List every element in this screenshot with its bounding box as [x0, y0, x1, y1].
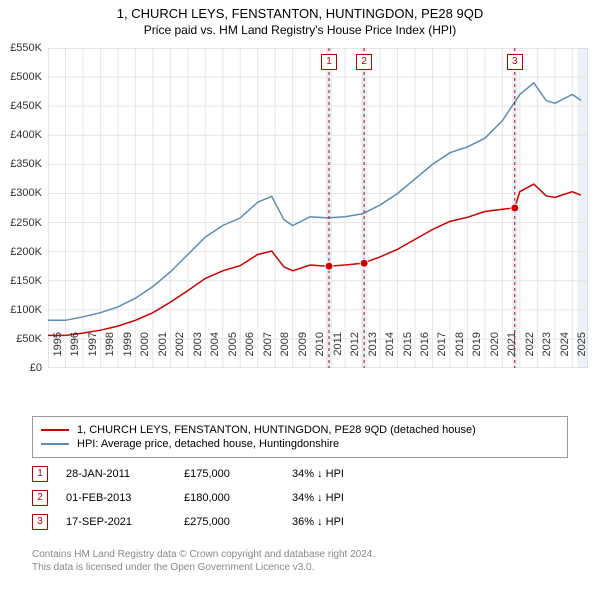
y-tick-label: £0	[30, 362, 42, 374]
legend-swatch	[41, 443, 69, 445]
y-tick-label: £200K	[10, 246, 42, 258]
event-marker-box: 3	[507, 54, 523, 70]
x-tick-label: 2014	[384, 332, 396, 372]
y-tick-label: £500K	[10, 71, 42, 83]
y-tick-label: £550K	[10, 42, 42, 54]
event-price: £180,000	[184, 492, 274, 504]
x-tick-label: 2021	[506, 332, 518, 372]
event-delta: 34% ↓ HPI	[292, 492, 392, 504]
y-tick-label: £350K	[10, 158, 42, 170]
footer-line: This data is licensed under the Open Gov…	[32, 561, 568, 574]
legend-item: 1, CHURCH LEYS, FENSTANTON, HUNTINGDON, …	[41, 423, 559, 437]
x-tick-label: 2017	[436, 332, 448, 372]
y-tick-label: £250K	[10, 217, 42, 229]
x-tick-label: 2003	[192, 332, 204, 372]
x-tick-label: 2016	[419, 332, 431, 372]
legend-swatch	[41, 429, 69, 431]
event-price: £275,000	[184, 516, 274, 528]
x-tick-label: 2024	[559, 332, 571, 372]
event-date: 28-JAN-2011	[66, 468, 166, 480]
x-tick-label: 2015	[402, 332, 414, 372]
footer-line: Contains HM Land Registry data © Crown c…	[32, 548, 568, 561]
y-tick-label: £50K	[16, 333, 42, 345]
y-tick-label: £450K	[10, 100, 42, 112]
x-tick-label: 1999	[122, 332, 134, 372]
x-tick-label: 2012	[349, 332, 361, 372]
x-tick-label: 2009	[297, 332, 309, 372]
y-tick-label: £150K	[10, 275, 42, 287]
legend-label: 1, CHURCH LEYS, FENSTANTON, HUNTINGDON, …	[77, 424, 476, 436]
legend-item: HPI: Average price, detached house, Hunt…	[41, 437, 559, 451]
page-subtitle: Price paid vs. HM Land Registry's House …	[0, 21, 600, 41]
y-tick-label: £300K	[10, 187, 42, 199]
event-marker-box: 2	[32, 490, 48, 506]
x-tick-label: 2011	[332, 332, 344, 372]
chart-container: £0£50K£100K£150K£200K£250K£300K£350K£400…	[48, 48, 588, 388]
x-tick-label: 2000	[139, 332, 151, 372]
footer-attribution: Contains HM Land Registry data © Crown c…	[32, 548, 568, 574]
x-tick-label: 2002	[174, 332, 186, 372]
y-tick-label: £100K	[10, 304, 42, 316]
x-tick-label: 2013	[367, 332, 379, 372]
x-tick-label: 2008	[279, 332, 291, 372]
x-tick-label: 2007	[262, 332, 274, 372]
event-marker-box: 1	[321, 54, 337, 70]
event-row: 1 28-JAN-2011 £175,000 34% ↓ HPI	[32, 462, 568, 486]
x-tick-label: 2023	[541, 332, 553, 372]
x-tick-label: 1997	[87, 332, 99, 372]
event-row: 3 17-SEP-2021 £275,000 36% ↓ HPI	[32, 510, 568, 534]
x-tick-label: 1996	[69, 332, 81, 372]
x-tick-label: 2001	[157, 332, 169, 372]
x-tick-label: 1995	[52, 332, 64, 372]
event-delta: 36% ↓ HPI	[292, 516, 392, 528]
events-table: 1 28-JAN-2011 £175,000 34% ↓ HPI 2 01-FEB-201…	[32, 462, 568, 534]
x-tick-label: 2005	[227, 332, 239, 372]
x-tick-label: 2025	[576, 332, 588, 372]
x-tick-label: 2018	[454, 332, 466, 372]
y-tick-label: £400K	[10, 129, 42, 141]
event-delta: 34% ↓ HPI	[292, 468, 392, 480]
event-price: £175,000	[184, 468, 274, 480]
page-title: 1, CHURCH LEYS, FENSTANTON, HUNTINGDON, …	[0, 0, 600, 21]
legend: 1, CHURCH LEYS, FENSTANTON, HUNTINGDON, …	[32, 416, 568, 458]
line-chart	[48, 48, 588, 368]
event-date: 01-FEB-2013	[66, 492, 166, 504]
x-tick-label: 2019	[471, 332, 483, 372]
event-date: 17-SEP-2021	[66, 516, 166, 528]
event-marker-box: 2	[356, 54, 372, 70]
x-tick-label: 2006	[244, 332, 256, 372]
x-tick-label: 2004	[209, 332, 221, 372]
x-tick-label: 2010	[314, 332, 326, 372]
event-marker-box: 1	[32, 466, 48, 482]
x-tick-label: 2020	[489, 332, 501, 372]
x-tick-label: 2022	[524, 332, 536, 372]
legend-label: HPI: Average price, detached house, Hunt…	[77, 438, 339, 450]
event-row: 2 01-FEB-2013 £180,000 34% ↓ HPI	[32, 486, 568, 510]
event-marker-box: 3	[32, 514, 48, 530]
x-tick-label: 1998	[104, 332, 116, 372]
